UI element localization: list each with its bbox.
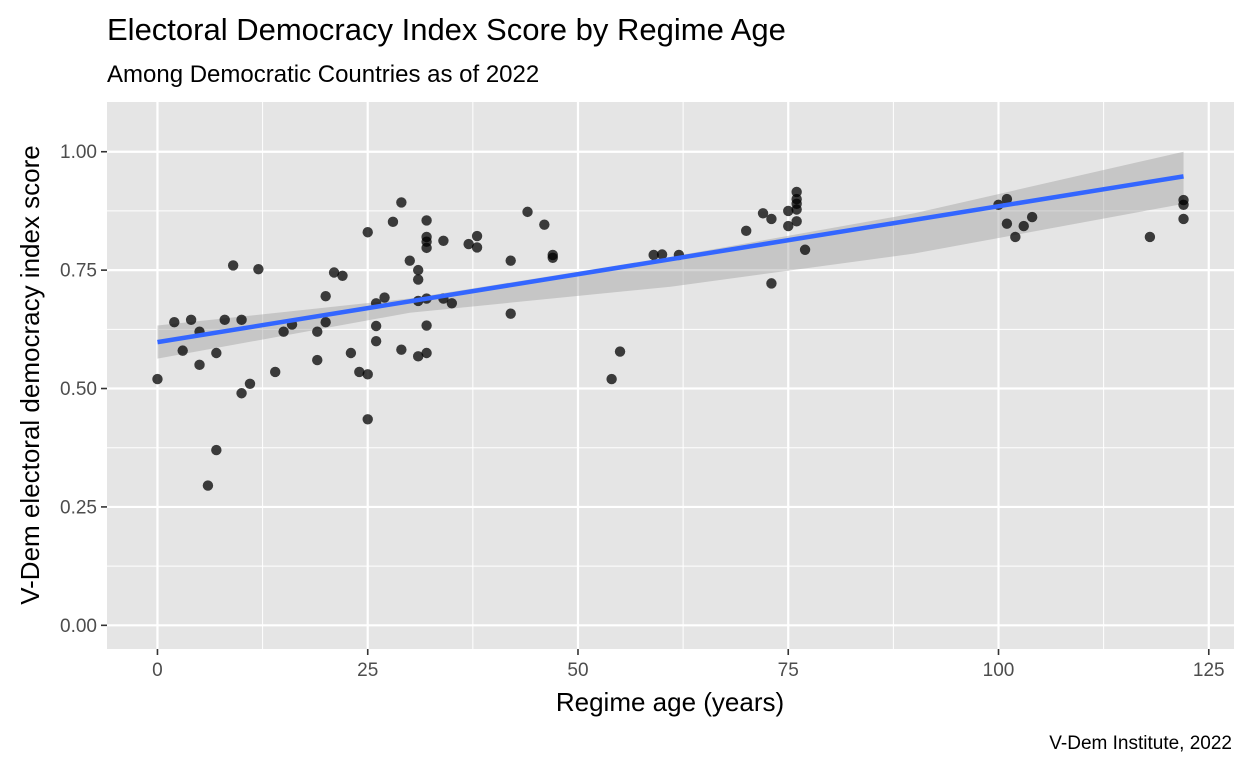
- data-point: [328, 267, 340, 278]
- data-point: [539, 219, 550, 230]
- data-point: [370, 320, 382, 332]
- minor-gridlines: [107, 102, 1234, 649]
- data-point: [253, 263, 264, 275]
- data-point: [362, 227, 373, 238]
- data-point: [614, 346, 626, 357]
- y-tick-label: 0.25: [60, 497, 97, 518]
- data-point: [1010, 231, 1021, 243]
- confidence-band-layer: [157, 151, 1184, 359]
- data-point: [194, 359, 205, 371]
- data-point: [320, 317, 331, 328]
- data-point: [227, 260, 239, 271]
- data-point: [185, 314, 197, 326]
- trend-line-layer: [157, 174, 1184, 345]
- trend-line: [157, 174, 1184, 345]
- data-point: [312, 354, 323, 366]
- data-point: [362, 369, 373, 380]
- data-point: [791, 216, 802, 227]
- y-tick-label: 1.00: [60, 142, 97, 163]
- data-point: [505, 308, 516, 319]
- y-tick-label: 0.50: [60, 379, 97, 400]
- data-point: [396, 344, 407, 355]
- data-point: [505, 255, 516, 266]
- data-point: [421, 242, 432, 254]
- data-point: [387, 216, 399, 228]
- data-point: [1144, 231, 1156, 243]
- data-point: [152, 373, 163, 385]
- data-point: [791, 186, 802, 198]
- data-point: [236, 314, 247, 326]
- data-point: [345, 347, 357, 359]
- data-point: [1026, 211, 1038, 223]
- data-point: [799, 244, 811, 255]
- data-point: [177, 345, 188, 356]
- data-point: [312, 326, 323, 337]
- x-tick-label: 0: [152, 660, 163, 681]
- x-axis-title: Regime age (years): [556, 687, 784, 717]
- x-tick-label: 100: [983, 660, 1015, 681]
- data-point: [421, 347, 432, 359]
- plot-panel: [107, 102, 1234, 649]
- data-point: [404, 255, 415, 266]
- y-axis: 0.00 0.25 0.50 0.75 1.00: [60, 142, 107, 637]
- data-point: [412, 264, 424, 276]
- data-point: [379, 292, 390, 303]
- data-point: [446, 298, 458, 309]
- x-tick-label: 75: [778, 660, 799, 681]
- data-point: [606, 373, 617, 385]
- data-point: [438, 235, 449, 246]
- data-point: [656, 249, 668, 260]
- data-point: [354, 366, 365, 378]
- data-point: [783, 205, 794, 217]
- data-points: [152, 186, 1189, 491]
- data-point: [337, 270, 348, 282]
- y-tick-label: 0.00: [60, 616, 97, 637]
- data-point: [412, 351, 424, 362]
- data-point: [766, 278, 777, 289]
- data-point: [412, 274, 424, 285]
- chart-title: Electoral Democracy Index Score by Regim…: [107, 12, 786, 47]
- data-point: [1178, 199, 1189, 210]
- data-point: [783, 220, 794, 232]
- data-point: [421, 215, 432, 226]
- x-tick-label: 125: [1193, 660, 1225, 681]
- data-point: [421, 320, 432, 331]
- confidence-band: [157, 151, 1184, 359]
- data-point: [278, 326, 289, 337]
- data-point: [202, 480, 214, 491]
- chart-subtitle: Among Democratic Countries as of 2022: [107, 61, 539, 88]
- data-point: [320, 290, 331, 302]
- data-point: [463, 238, 474, 250]
- y-tick-label: 0.75: [60, 261, 97, 282]
- x-tick-label: 50: [567, 660, 588, 681]
- data-point: [236, 388, 247, 399]
- chart-caption: V-Dem Institute, 2022: [1049, 733, 1232, 754]
- data-point: [219, 314, 230, 326]
- data-point: [471, 230, 483, 242]
- data-point: [270, 366, 281, 378]
- data-point: [362, 414, 373, 425]
- data-point: [1001, 218, 1013, 229]
- data-point: [471, 242, 483, 253]
- data-point: [648, 249, 659, 261]
- data-point: [211, 347, 222, 359]
- x-axis: 0 25 50 75 100 125: [152, 649, 1225, 681]
- data-point: [396, 197, 407, 208]
- data-point: [791, 204, 802, 215]
- data-point: [757, 208, 769, 219]
- data-point: [1018, 220, 1029, 232]
- data-point: [1178, 213, 1189, 225]
- x-tick-label: 25: [357, 660, 378, 681]
- data-point: [766, 213, 777, 225]
- data-point: [244, 378, 256, 389]
- data-point: [547, 252, 558, 264]
- y-axis-title: V-Dem electoral democracy index score: [15, 145, 45, 605]
- data-point: [740, 225, 752, 237]
- data-point: [522, 206, 533, 218]
- data-point: [1001, 193, 1013, 205]
- data-point: [211, 444, 222, 456]
- data-point: [370, 335, 382, 347]
- data-point: [169, 317, 180, 328]
